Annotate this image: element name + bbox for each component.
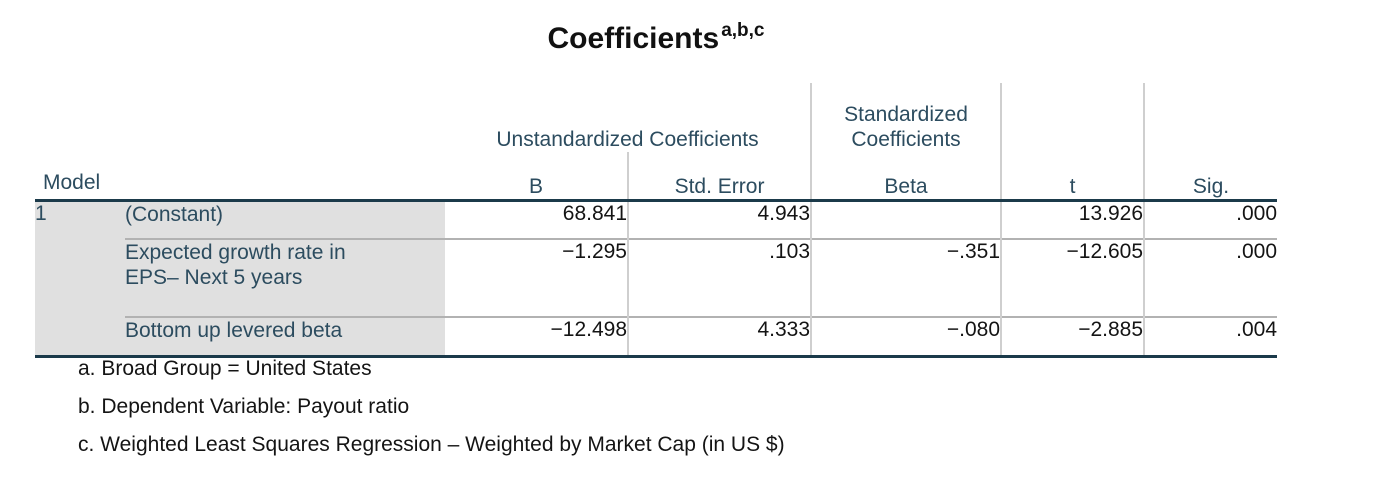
predictor-label: Expected growth rate in EPS– Next 5 year… [125,238,445,317]
cell-sig: .004 [1144,316,1278,358]
header-group-standardized: Standardized Coefficients [811,83,1003,152]
footnote-b: b. Dependent Variable: Payout ratio [78,395,410,418]
header-group-standardized-text: Standardized Coefficients [844,103,968,151]
predictor-label-text: Bottom up levered beta [125,319,343,342]
table-title: Coefficients a,b,c [35,20,1277,56]
predictor-label: (Constant) [125,200,445,239]
cell-std-error: 4.333 [628,316,813,358]
table-row-levered-beta: Bottom up levered beta −12.498 4.333 −.0… [35,316,1278,358]
cell-b: −1.295 [445,238,629,317]
table-header: Unstandardized Coefficients Standardized… [35,83,1278,202]
cell-beta [811,200,1003,239]
header-beta: Beta [811,152,1003,202]
predictor-label: Bottom up levered beta [125,316,445,358]
cell-b: −12.498 [445,316,629,358]
predictor-label-text: (Constant) [125,203,224,226]
cell-std-error: .103 [628,238,813,317]
header-sig: Sig. [1144,152,1278,202]
footnotes: a. Broad Group = United States b. Depend… [78,356,785,470]
table-title-text: Coefficients [547,22,720,55]
table-row-constant: 1 (Constant) 68.841 4.943 13.926 .000 [35,200,1278,358]
header-spacer-t [1001,83,1146,152]
header-model: Model [35,152,445,202]
cell-b: 68.841 [445,200,629,239]
cell-t: −2.885 [1001,316,1146,358]
cell-beta: −.351 [811,238,1003,317]
footnote-a: a. Broad Group = United States [78,357,372,380]
predictor-label-text: Expected growth rate in EPS– Next 5 year… [125,241,346,289]
cell-beta: −.080 [811,316,1003,358]
cell-t: −12.605 [1001,238,1146,317]
header-spacer-sig [1144,83,1277,152]
table-row-growth-rate: Expected growth rate in EPS– Next 5 year… [35,238,1278,317]
cell-sig: .000 [1236,202,1278,225]
table-title-superscript: a,b,c [721,20,765,41]
table-body: 1 (Constant) 68.841 4.943 13.926 .000 Ex… [35,200,1278,358]
cell-sig: .000 [1144,238,1278,317]
footnote-c: c. Weighted Least Squares Regression – W… [78,433,785,456]
header-b: B [445,152,629,202]
header-std-error: Std. Error [628,152,813,202]
cell-t: 13.926 [1001,200,1146,239]
model-number-cell: 1 [35,200,125,358]
header-group-unstandardized: Unstandardized Coefficients [445,83,813,152]
cell-std-error: 4.943 [628,200,813,239]
header-spacer [35,83,445,152]
coefficients-table: Unstandardized Coefficients Standardized… [35,83,1278,358]
header-t: t [1001,152,1146,202]
